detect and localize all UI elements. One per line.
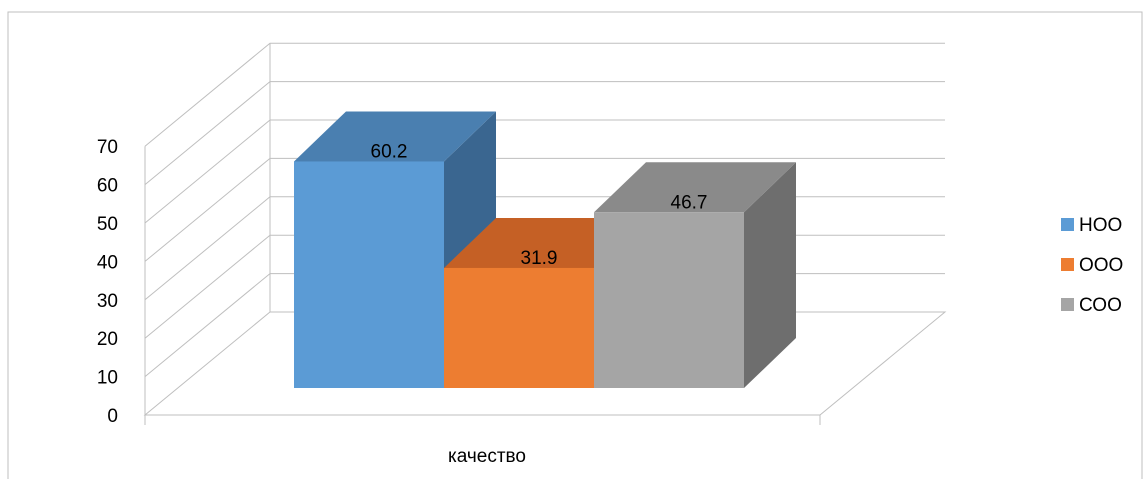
data-label: 31.9 (521, 248, 558, 269)
bar-front (294, 161, 444, 388)
y-axis-ticks: 0 10 20 30 40 50 60 70 (97, 137, 118, 427)
data-label: 46.7 (671, 192, 708, 213)
legend-label: НОО (1079, 215, 1122, 236)
y-tick-label: 40 (97, 252, 118, 273)
y-tick-label: 10 (97, 368, 118, 389)
y-tick-label: 30 (97, 291, 118, 312)
bar-side (744, 162, 796, 388)
gridline (144, 119, 945, 224)
y-tick-label: 60 (97, 176, 118, 197)
y-tick-label: 50 (97, 214, 118, 235)
legend-swatch (1061, 218, 1074, 231)
legend-swatch (1061, 258, 1074, 271)
legend: НОО ООО СОО (1061, 215, 1123, 316)
gridline (144, 81, 945, 185)
chart-floor (143, 311, 947, 416)
bar-top (294, 111, 496, 162)
bar-top (594, 162, 796, 213)
category-label: качество (448, 446, 526, 467)
legend-item: СОО (1061, 295, 1122, 316)
y-tick-label: 0 (107, 406, 118, 427)
gridline (144, 157, 945, 262)
y-tick-label: 20 (97, 329, 118, 350)
data-labels: 60.2 31.9 46.7 (371, 141, 708, 268)
legend-swatch (1061, 298, 1074, 311)
bar-СОО (594, 162, 796, 388)
y-tick-label: 70 (97, 137, 118, 158)
gridline (144, 42, 945, 147)
legend-item: ООО (1061, 255, 1123, 276)
legend-label: СОО (1079, 295, 1122, 316)
bar-front (594, 212, 744, 388)
bars (294, 111, 796, 389)
legend-label: ООО (1079, 255, 1123, 276)
legend-item: НОО (1061, 215, 1122, 236)
data-label: 60.2 (371, 141, 408, 162)
bar-front (444, 267, 594, 388)
